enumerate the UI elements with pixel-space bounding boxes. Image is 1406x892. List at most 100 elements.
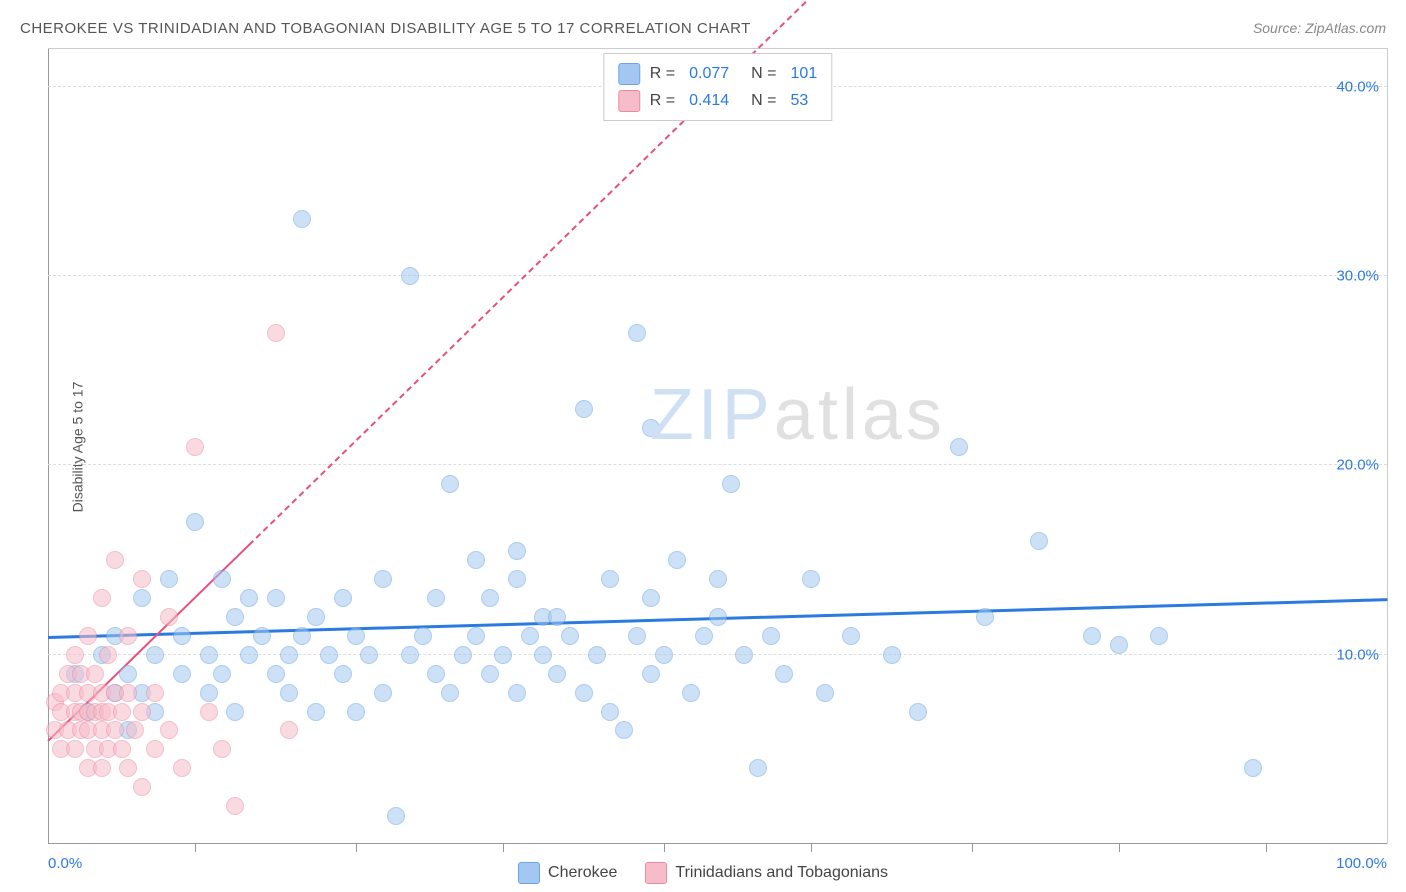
data-point — [642, 665, 660, 683]
source-label: Source: ZipAtlas.com — [1253, 20, 1386, 36]
r-value: 0.414 — [689, 87, 729, 114]
data-point — [133, 570, 151, 588]
legend-label: Trinidadians and Tobagonians — [675, 864, 888, 882]
data-point — [213, 570, 231, 588]
data-point — [293, 627, 311, 645]
n-value: 101 — [791, 60, 818, 87]
data-point — [293, 210, 311, 228]
x-tick-mark — [1119, 844, 1120, 852]
data-point — [186, 438, 204, 456]
data-point — [133, 703, 151, 721]
data-point — [240, 589, 258, 607]
x-tick-mark — [356, 844, 357, 852]
data-point — [133, 778, 151, 796]
data-point — [173, 665, 191, 683]
data-point — [99, 646, 117, 664]
legend-label: Cherokee — [548, 864, 617, 882]
data-point — [481, 665, 499, 683]
data-point — [119, 759, 137, 777]
data-point — [427, 589, 445, 607]
data-point — [334, 589, 352, 607]
data-point — [601, 703, 619, 721]
x-tick-mark — [972, 844, 973, 852]
data-point — [374, 570, 392, 588]
y-tick-label: 10.0% — [1336, 646, 1379, 663]
data-point — [267, 324, 285, 342]
data-point — [709, 608, 727, 626]
x-tick-mark — [503, 844, 504, 852]
data-point — [401, 267, 419, 285]
data-point — [86, 665, 104, 683]
data-point — [226, 608, 244, 626]
data-point — [374, 684, 392, 702]
data-point — [119, 684, 137, 702]
data-point — [642, 419, 660, 437]
data-point — [575, 684, 593, 702]
data-point — [695, 627, 713, 645]
data-point — [226, 797, 244, 815]
data-point — [160, 721, 178, 739]
data-point — [66, 740, 84, 758]
n-label: N = — [751, 60, 776, 87]
data-point — [427, 665, 445, 683]
data-point — [883, 646, 901, 664]
data-point — [106, 721, 124, 739]
x-tick-mark — [811, 844, 812, 852]
data-point — [950, 438, 968, 456]
stats-legend: R =0.077N =101R =0.414N =53 — [603, 53, 832, 121]
data-point — [160, 570, 178, 588]
stats-legend-row: R =0.077N =101 — [618, 60, 817, 87]
data-point — [561, 627, 579, 645]
data-point — [360, 646, 378, 664]
data-point — [441, 475, 459, 493]
data-point — [1244, 759, 1262, 777]
data-point — [146, 646, 164, 664]
data-point — [1150, 627, 1168, 645]
title-bar: CHEROKEE VS TRINIDADIAN AND TOBAGONIAN D… — [0, 0, 1406, 44]
data-point — [213, 665, 231, 683]
data-point — [521, 627, 539, 645]
data-point — [280, 646, 298, 664]
data-point — [909, 703, 927, 721]
data-point — [722, 475, 740, 493]
data-point — [320, 646, 338, 664]
data-point — [615, 721, 633, 739]
data-point — [240, 646, 258, 664]
chart-title: CHEROKEE VS TRINIDADIAN AND TOBAGONIAN D… — [20, 20, 751, 37]
data-point — [628, 627, 646, 645]
data-point — [682, 684, 700, 702]
data-point — [93, 759, 111, 777]
x-tick-mark — [1266, 844, 1267, 852]
data-point — [601, 570, 619, 588]
data-point — [146, 740, 164, 758]
legend-item: Trinidadians and Tobagonians — [645, 862, 888, 884]
data-point — [200, 646, 218, 664]
x-tick-label: 0.0% — [48, 855, 82, 872]
n-value: 53 — [791, 87, 809, 114]
data-point — [481, 589, 499, 607]
data-point — [93, 589, 111, 607]
data-point — [106, 551, 124, 569]
data-point — [401, 646, 419, 664]
data-point — [467, 627, 485, 645]
data-point — [494, 646, 512, 664]
data-point — [548, 665, 566, 683]
data-point — [642, 589, 660, 607]
data-point — [66, 646, 84, 664]
data-point — [508, 570, 526, 588]
data-point — [976, 608, 994, 626]
data-point — [213, 740, 231, 758]
r-label: R = — [650, 60, 675, 87]
data-point — [668, 551, 686, 569]
data-point — [119, 665, 137, 683]
data-point — [267, 665, 285, 683]
legend-swatch — [618, 90, 640, 112]
x-tick-mark — [195, 844, 196, 852]
plot-region: 10.0%20.0%30.0%40.0%0.0%100.0% — [48, 49, 1387, 844]
data-point — [226, 703, 244, 721]
y-tick-label: 30.0% — [1336, 268, 1379, 285]
data-point — [280, 721, 298, 739]
data-point — [126, 721, 144, 739]
data-point — [508, 542, 526, 560]
data-point — [575, 400, 593, 418]
